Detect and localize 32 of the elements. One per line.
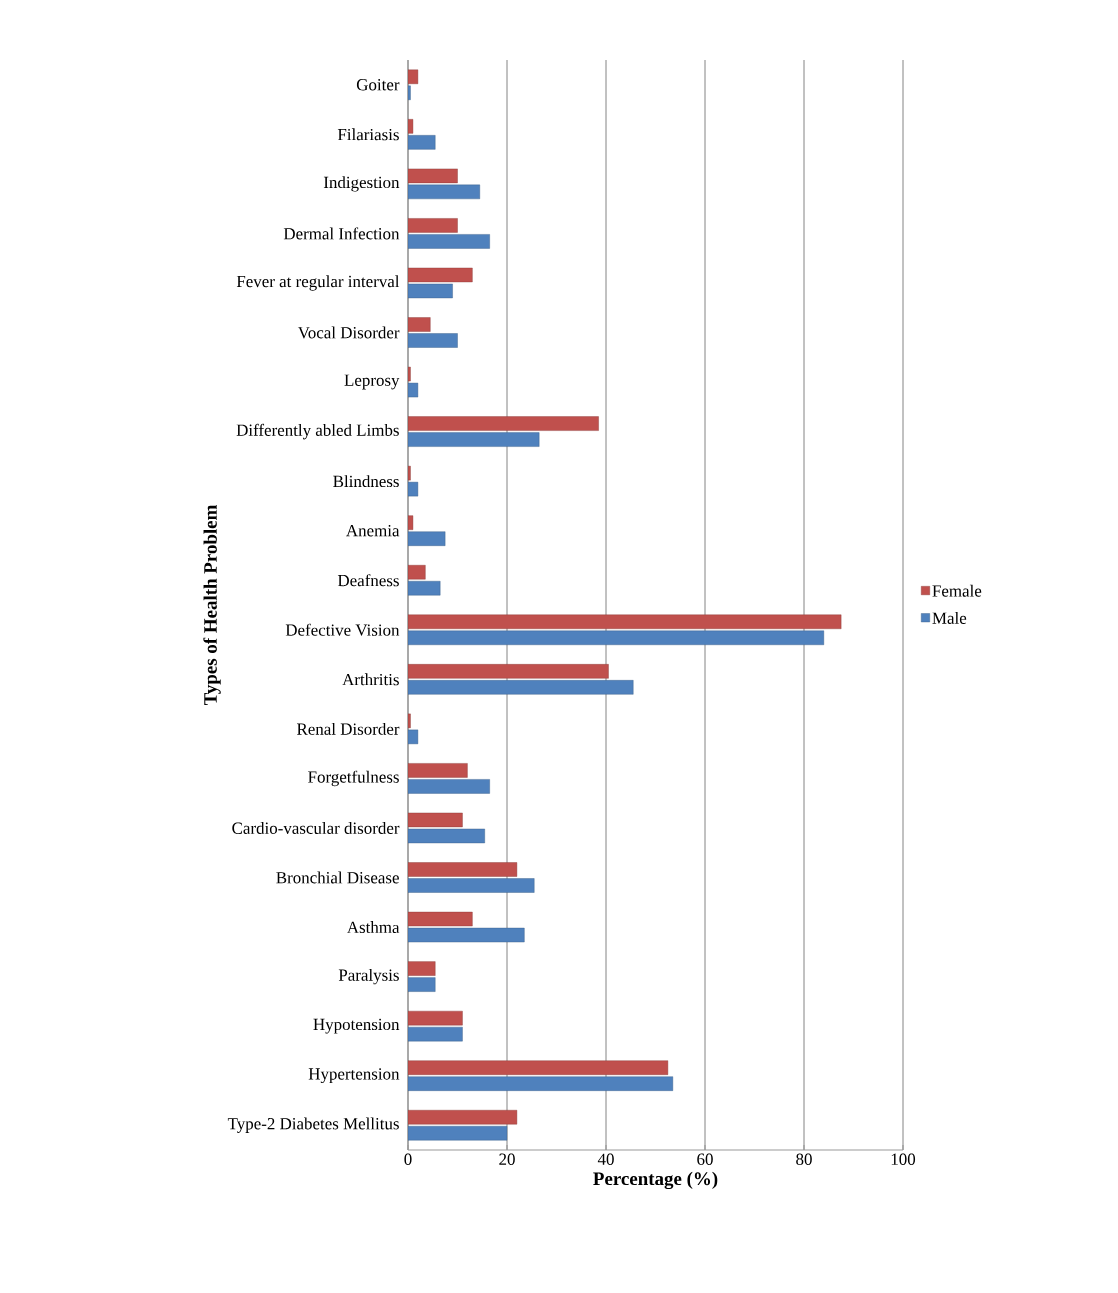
x-tick-label: 0: [404, 1153, 412, 1165]
y-tick-label: Leprosy: [344, 374, 400, 390]
y-tick-label: Asthma: [346, 921, 400, 934]
y-tick-label: Arthritis: [342, 673, 399, 686]
y-tick-label: Goiter: [356, 79, 400, 91]
y-tick-label: Type-2 Diabetes Mellitus: [227, 1117, 399, 1133]
y-tick-label: Hypotension: [313, 1018, 400, 1034]
y-tick-label: Defective Vision: [285, 623, 400, 636]
x-tick-label: 20: [499, 1153, 515, 1165]
x-axis-title: Percentage (%): [593, 1171, 718, 1190]
y-tick-label: Indigestion: [323, 176, 400, 192]
legend-label: Female: [932, 584, 982, 597]
y-tick-label: Forgetfulness: [308, 770, 399, 787]
y-tick-label: Differently abled Limbs: [236, 423, 399, 440]
y-tick-label: Paralysis: [338, 968, 399, 985]
x-tick-label: 100: [891, 1153, 916, 1165]
x-tick-label: 40: [597, 1153, 614, 1165]
y-tick-label: Fever at regular interval: [236, 275, 400, 291]
y-tick-label: Deafness: [337, 574, 399, 587]
y-tick-label: Cardio-vascular disorder: [232, 822, 400, 834]
y-tick-label: Renal Disorder: [296, 722, 400, 735]
y-tick-label: Filariasis: [337, 128, 399, 141]
legend-label: Male: [932, 611, 967, 624]
x-tick-label: 60: [697, 1153, 713, 1165]
x-tick-label: 80: [796, 1153, 812, 1165]
y-tick-label: Vocal Disorder: [297, 326, 400, 339]
y-tick-label: Dermal Infection: [283, 227, 400, 240]
y-tick-label: Hypertension: [308, 1068, 400, 1084]
y-tick-label: Bronchial Disease: [276, 871, 399, 884]
y-tick-label: Blindness: [333, 475, 399, 488]
y-axis-title: Types of Health Problem: [203, 504, 221, 706]
y-tick-label: Anemia: [346, 525, 400, 537]
